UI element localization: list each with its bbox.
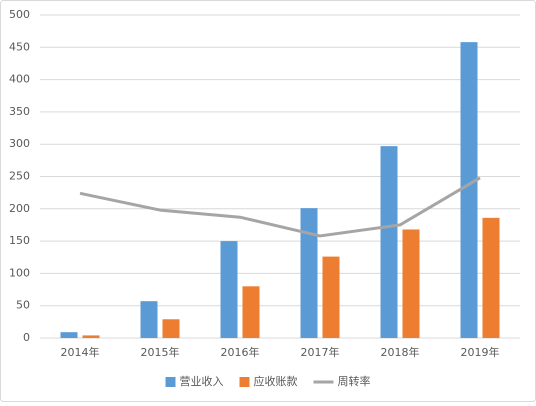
- y-tick-label: 250: [9, 170, 30, 183]
- bar: [482, 217, 500, 338]
- y-tick-label: 450: [9, 40, 30, 53]
- x-tick-label: 2014年: [61, 345, 100, 359]
- bar: [402, 229, 420, 338]
- bar: [460, 42, 478, 339]
- bar: [140, 301, 158, 338]
- y-tick-label: 400: [9, 73, 30, 86]
- legend-marker: [165, 377, 176, 387]
- legend-label: 营业收入: [180, 374, 224, 388]
- y-tick-label: 100: [9, 266, 30, 279]
- x-tick-label: 2018年: [381, 345, 420, 359]
- x-tick-label: 2019年: [461, 345, 500, 359]
- legend-label: 周转率: [338, 374, 371, 388]
- y-tick-label: 300: [9, 137, 30, 150]
- y-tick-label: 150: [9, 234, 30, 247]
- x-tick-label: 2017年: [301, 345, 340, 359]
- bar: [162, 319, 180, 338]
- bar: [322, 256, 340, 338]
- x-tick-label: 2016年: [221, 345, 260, 359]
- legend-label: 应收账款: [254, 374, 298, 388]
- bar: [60, 332, 78, 338]
- bar: [380, 146, 398, 338]
- bar: [300, 208, 318, 338]
- legend-marker: [239, 377, 250, 387]
- bar: [220, 241, 238, 338]
- y-tick-label: 0: [23, 331, 30, 344]
- line: [79, 176, 481, 238]
- y-tick-label: 500: [9, 8, 30, 21]
- y-tick-label: 50: [16, 299, 30, 312]
- y-tick-label: 200: [9, 202, 30, 215]
- y-tick-label: 350: [9, 105, 30, 118]
- x-tick-label: 2015年: [141, 345, 180, 359]
- bar: [242, 286, 260, 338]
- bar: [82, 335, 100, 338]
